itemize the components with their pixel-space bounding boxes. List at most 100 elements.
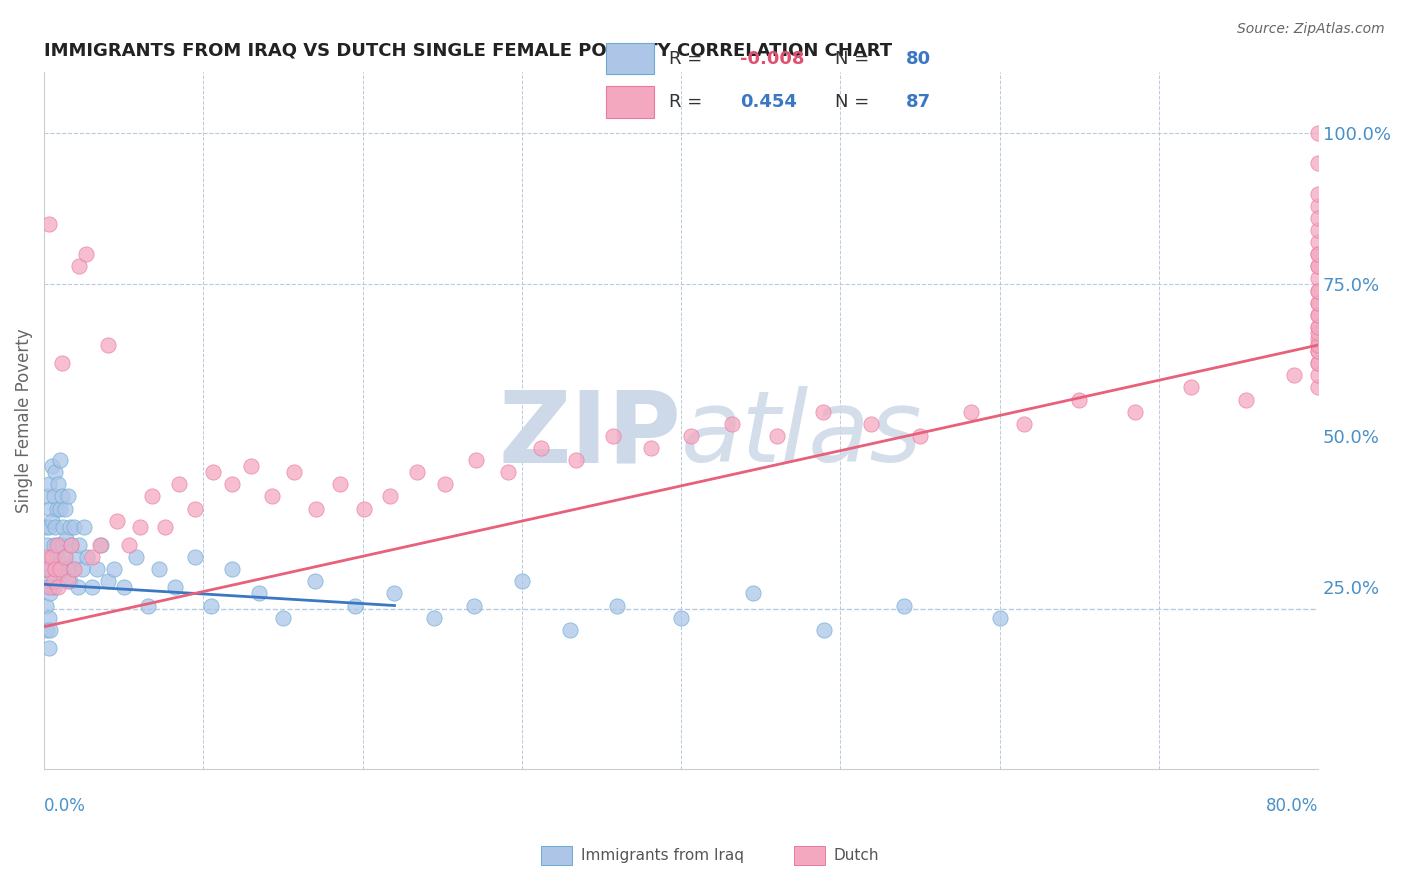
Point	[39, 580, 62, 594]
Point	[960, 405, 983, 419]
Point	[530, 441, 553, 455]
Point	[128, 520, 150, 534]
Point	[97, 338, 120, 352]
Point	[105, 514, 128, 528]
Point	[49, 562, 72, 576]
Point	[221, 477, 243, 491]
Point	[45, 501, 67, 516]
Point	[558, 623, 581, 637]
Point	[56, 574, 79, 589]
Point	[41, 459, 63, 474]
Point	[44, 562, 66, 576]
Point	[1308, 199, 1330, 213]
Text: 87: 87	[905, 93, 931, 111]
Point	[859, 417, 882, 431]
Point	[893, 599, 915, 613]
Point	[44, 465, 66, 479]
Point	[1308, 186, 1330, 201]
Point	[721, 417, 744, 431]
Point	[55, 532, 77, 546]
Point	[1284, 368, 1306, 383]
Point	[112, 580, 135, 594]
Point	[200, 599, 222, 613]
Text: -0.008: -0.008	[740, 50, 804, 68]
Point	[53, 501, 76, 516]
Point	[52, 568, 75, 582]
Point	[39, 550, 62, 565]
Point	[378, 490, 401, 504]
Point	[41, 514, 63, 528]
Point	[1308, 319, 1330, 334]
Text: R =: R =	[669, 93, 709, 111]
Point	[66, 580, 89, 594]
Point	[423, 610, 446, 624]
Point	[304, 574, 326, 589]
Point	[89, 538, 111, 552]
Point	[1308, 308, 1330, 322]
Point	[90, 538, 112, 552]
Point	[97, 574, 120, 589]
Point	[1308, 284, 1330, 298]
Point	[39, 586, 62, 600]
Text: IMMIGRANTS FROM IRAQ VS DUTCH SINGLE FEMALE POVERTY CORRELATION CHART: IMMIGRANTS FROM IRAQ VS DUTCH SINGLE FEM…	[44, 42, 893, 60]
Point	[1308, 211, 1330, 225]
Point	[1308, 284, 1330, 298]
Text: 0.0%: 0.0%	[44, 797, 86, 815]
Point	[153, 520, 176, 534]
Point	[41, 568, 63, 582]
Point	[343, 599, 366, 613]
Point	[1236, 392, 1258, 407]
Point	[1012, 417, 1035, 431]
Point	[103, 562, 125, 576]
Point	[1308, 356, 1330, 370]
Point	[1308, 368, 1330, 383]
Point	[73, 520, 96, 534]
Point	[1308, 223, 1330, 237]
Point	[38, 562, 60, 576]
Point	[464, 453, 486, 467]
Point	[67, 260, 90, 274]
Point	[1308, 380, 1330, 394]
Point	[1308, 319, 1330, 334]
Point	[1308, 356, 1330, 370]
Point	[1308, 338, 1330, 352]
Point	[813, 623, 835, 637]
Point	[60, 538, 83, 552]
Point	[247, 586, 270, 600]
Point	[1308, 295, 1330, 310]
FancyBboxPatch shape	[606, 43, 654, 74]
Point	[260, 490, 283, 504]
Point	[37, 623, 59, 637]
Point	[1308, 260, 1330, 274]
Point	[117, 538, 139, 552]
Point	[58, 574, 80, 589]
Point	[42, 538, 65, 552]
Point	[38, 640, 60, 655]
Point	[669, 610, 692, 624]
Point	[45, 550, 67, 565]
Point	[640, 441, 662, 455]
Point	[51, 356, 73, 370]
Point	[405, 465, 427, 479]
Point	[434, 477, 457, 491]
Point	[38, 217, 60, 231]
Point	[353, 501, 375, 516]
Text: N =: N =	[835, 50, 875, 68]
Point	[42, 490, 65, 504]
Point	[1123, 405, 1146, 419]
Point	[67, 538, 90, 552]
Point	[35, 520, 58, 534]
Text: Immigrants from Iraq: Immigrants from Iraq	[581, 848, 744, 863]
Point	[58, 520, 80, 534]
Point	[60, 538, 83, 552]
Point	[51, 538, 73, 552]
Point	[1308, 126, 1330, 140]
Point	[765, 429, 787, 443]
Point	[811, 405, 834, 419]
Text: ZIP: ZIP	[498, 386, 681, 483]
Point	[63, 562, 86, 576]
Point	[39, 623, 62, 637]
Point	[35, 550, 58, 565]
Point	[37, 580, 59, 594]
Text: R =: R =	[669, 50, 709, 68]
